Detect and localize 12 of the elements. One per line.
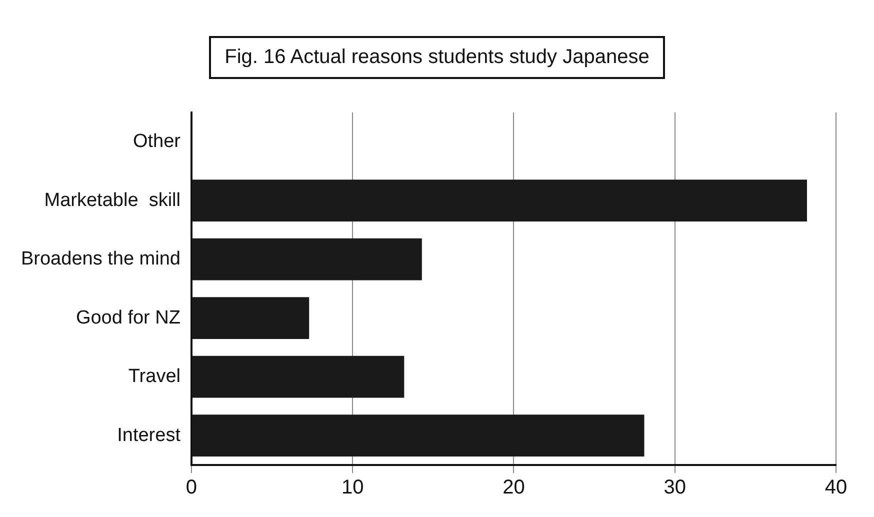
y-tick-label: Marketable skill [44, 190, 180, 211]
x-tick-label: 40 [824, 476, 848, 499]
y-tick-label: Travel [128, 366, 180, 388]
y-tick-label: Good for NZ [76, 307, 181, 328]
x-tick-label: 20 [502, 476, 525, 499]
x-tick-label: 0 [186, 476, 198, 499]
y-tick-label: Interest [117, 424, 182, 446]
y-tick-label: Broadens the mind [20, 248, 180, 270]
x-tick-label: 30 [664, 476, 686, 499]
chart-title: Fig. 16 Actual reasons students study Japanese [208, 36, 666, 79]
y-tick-label: Other [132, 131, 182, 152]
x-tick-label: 10 [341, 476, 364, 499]
